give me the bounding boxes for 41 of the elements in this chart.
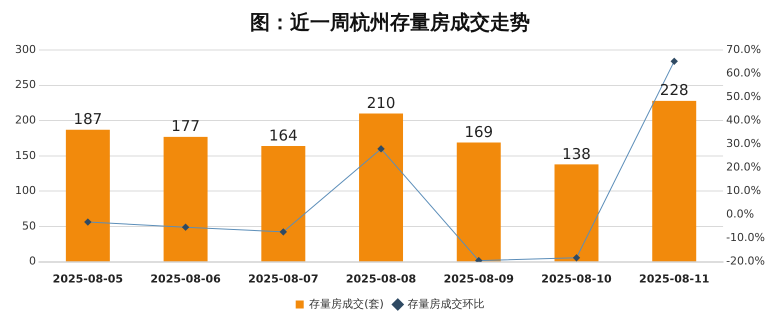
bar [359,114,404,262]
data-label: 138 [562,144,591,163]
bar [456,142,501,262]
y-tick-label: 100 [14,184,36,198]
bar [554,164,598,262]
bar [66,130,110,262]
y2-tick-label: 70.0% [726,42,762,56]
x-tick-label: 2025-08-08 [346,272,416,286]
y-tick-label: 150 [14,148,36,162]
y-tick-label: 50 [22,219,36,232]
y2-tick-label: 60.0% [726,66,762,80]
data-label: 187 [74,110,102,128]
y-tick-label: 200 [14,113,36,126]
y-tick-label: 250 [14,78,36,92]
y2-tick-label: 50.0% [726,90,762,103]
legend-label: 存量房成交环比 [407,297,484,310]
y2-tick-label: 10.0% [726,184,762,198]
data-label: 164 [268,126,298,144]
x-tick-label: 2025-08-11 [639,272,710,286]
y2-tick-label: 0.0% [726,208,754,221]
x-tick-label: 2025-08-06 [150,272,222,286]
y2-tick-label: 30.0% [726,136,762,150]
y2-tick-label: -10.0% [726,231,766,244]
y-tick-label: 300 [14,42,36,56]
legend-label: 存量房成交(套) [309,297,384,310]
bar [164,136,208,262]
x-tick-label: 2025-08-10 [541,272,612,286]
y2-tick-label: -20.0% [726,254,766,268]
data-label: 210 [366,94,396,112]
x-tick-label: 2025-08-05 [52,272,124,286]
x-tick-label: 2025-08-07 [248,272,318,286]
y2-tick-label: 40.0% [726,113,762,126]
bar [261,146,306,262]
chart-title: 图：近一周杭州存量房成交走势 [250,10,530,34]
data-label: 177 [171,117,200,136]
data-label: 228 [660,81,689,100]
x-tick-label: 2025-08-09 [444,272,514,286]
y-tick-label: 0 [28,254,36,268]
y2-tick-label: 20.0% [726,160,762,174]
data-label: 169 [464,122,494,141]
bar [652,100,696,262]
